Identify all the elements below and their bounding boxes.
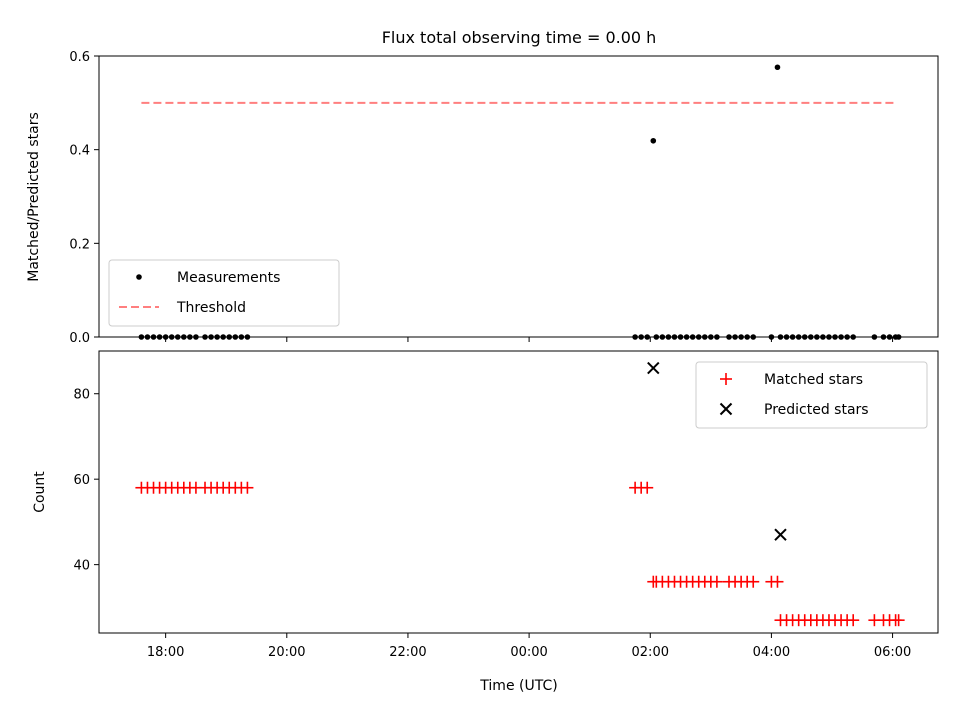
x-tick-label: 04:00 xyxy=(753,645,790,660)
x-axis-label: Time (UTC) xyxy=(479,678,557,694)
x-tick-label: 18:00 xyxy=(147,645,184,660)
axes-frame xyxy=(98,350,939,634)
x-stroke-b xyxy=(719,402,733,416)
data-point xyxy=(847,614,860,627)
data-point xyxy=(892,614,905,627)
y-tick-label: 80 xyxy=(73,388,90,403)
legend-entry: Matched stars xyxy=(764,372,863,388)
x-tick-label: 06:00 xyxy=(874,645,911,660)
legend-entry: Threshold xyxy=(176,300,246,316)
x-stroke-b xyxy=(774,528,787,541)
legend-entry: Predicted stars xyxy=(764,402,869,418)
data-point xyxy=(710,575,723,588)
data-point xyxy=(774,528,787,541)
y-tick-label: 0.0 xyxy=(69,331,90,346)
data-point xyxy=(641,481,654,494)
axes-frame xyxy=(98,55,939,338)
legend-swatch xyxy=(719,402,733,416)
legend: Measurements Threshold xyxy=(108,259,340,327)
y-tick-label: 60 xyxy=(73,473,90,488)
legend-entry: Measurements xyxy=(177,270,280,286)
data-point xyxy=(647,361,660,375)
data-point xyxy=(241,481,254,494)
legend: Matched stars Predicted stars xyxy=(695,361,928,429)
x-tick-label: 02:00 xyxy=(632,645,669,660)
x-tick-label: 22:00 xyxy=(389,645,426,660)
legend-swatch xyxy=(136,274,142,280)
series-matched-stars xyxy=(135,481,905,627)
bottom-y-axis-label: Count xyxy=(32,471,48,513)
x-tick-label: 00:00 xyxy=(510,645,547,660)
legend-swatch xyxy=(720,373,732,385)
x-tick-label: 20:00 xyxy=(268,645,305,660)
bottom-panel-counts: 40 60 80 18:00 20:00 22:00 00:00 02:00 04:00 06:0… xyxy=(73,350,939,660)
y-tick-label: 0.6 xyxy=(69,50,90,65)
chart-title: Flux total observing time = 0.00 h xyxy=(382,28,657,47)
y-tick-label: 40 xyxy=(73,559,90,574)
series-predicted-stars xyxy=(647,361,787,541)
data-point xyxy=(774,64,781,71)
data-point xyxy=(650,137,657,144)
data-point xyxy=(747,575,760,588)
data-point xyxy=(771,575,784,588)
y-tick-label: 0.4 xyxy=(69,144,90,159)
legend-frame xyxy=(108,259,340,327)
y-tick-label: 0.2 xyxy=(69,237,90,252)
top-y-axis-label: Matched/Predicted stars xyxy=(26,112,42,282)
legend-frame xyxy=(695,361,928,429)
top-panel-flux-ratio: 0.0 0.2 0.4 0.6 Measurements Threshold xyxy=(69,50,939,346)
x-stroke-b xyxy=(647,361,660,375)
